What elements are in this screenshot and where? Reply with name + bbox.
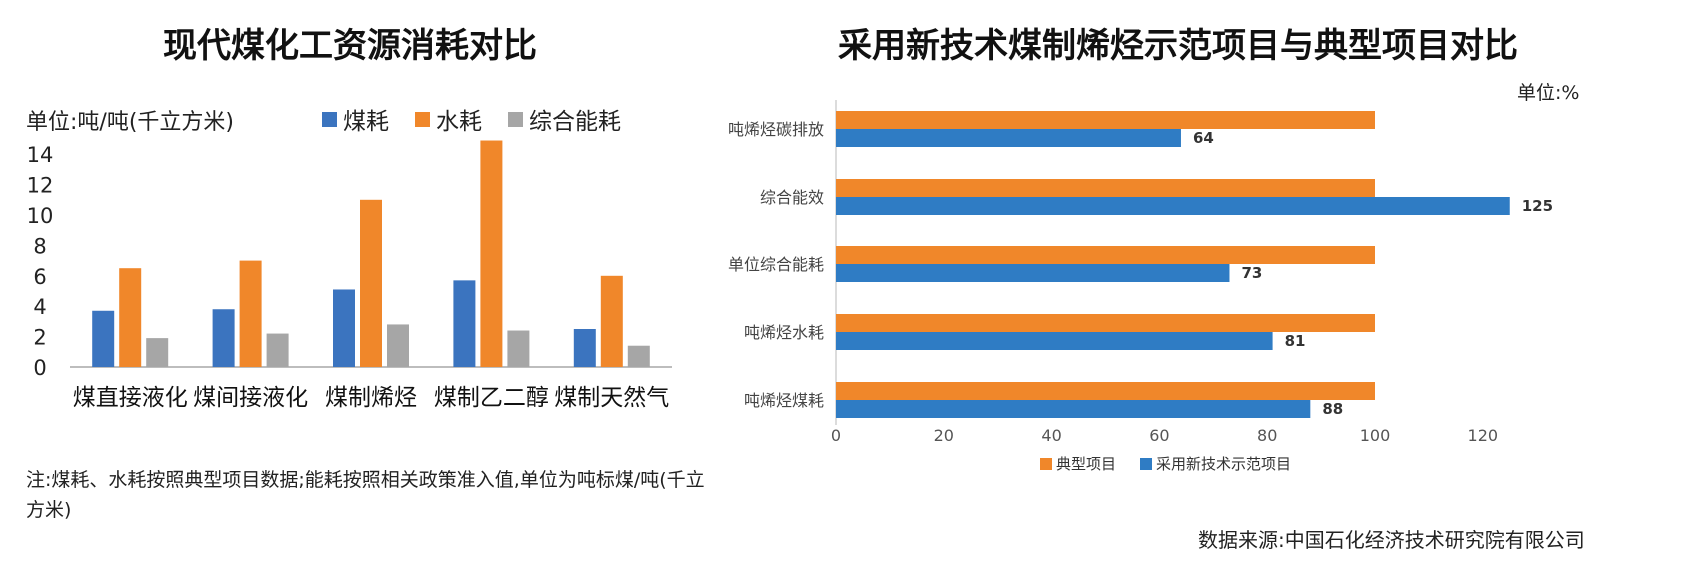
x-category-label: 煤制天然气: [554, 385, 669, 411]
bar-new-tech: [836, 264, 1230, 282]
legend-item: 综合能耗: [508, 102, 621, 136]
y-category-label: 吨烯烃碳排放: [728, 120, 824, 139]
x-category-label: 煤制烯烃: [325, 385, 417, 411]
bar-综合能耗: [507, 330, 530, 367]
data-source: 数据来源:中国石化经济技术研究院有限公司: [1198, 528, 1585, 552]
bar-水耗: [239, 260, 262, 367]
legend-label-new-tech: 采用新技术示范项目: [1156, 455, 1291, 473]
bar-水耗: [119, 268, 142, 367]
legend-swatch: [508, 111, 523, 127]
left-chart-title: 现代煤化工资源消耗对比: [163, 26, 537, 66]
legend-swatch-typical: [1040, 458, 1052, 470]
x-tick-label: 40: [1041, 426, 1061, 445]
legend-item: 水耗: [415, 102, 482, 136]
x-category-label: 煤直接液化: [73, 385, 188, 411]
bar-煤耗: [92, 310, 115, 367]
right-chart-title: 采用新技术煤制烯烃示范项目与典型项目对比: [838, 26, 1518, 66]
x-category-label: 煤间接液化: [193, 385, 308, 411]
left-unit-label: 单位:吨/吨(千立方米): [26, 110, 234, 135]
x-tick-label: 0: [831, 426, 841, 445]
bar-typical: [836, 382, 1375, 400]
y-tick-label: 0: [33, 356, 46, 380]
bar-水耗: [480, 140, 503, 367]
left-legend: 煤耗 水耗 综合能耗: [322, 102, 621, 136]
bar-typical: [836, 246, 1375, 264]
bar-data-label: 73: [1241, 264, 1262, 282]
legend-label-typical: 典型项目: [1056, 455, 1116, 473]
y-category-label: 吨烯烃煤耗: [744, 391, 824, 410]
legend-swatch: [415, 111, 430, 127]
bar-综合能耗: [266, 333, 289, 367]
y-tick-label: 4: [33, 295, 46, 319]
bar-new-tech: [836, 332, 1273, 350]
y-tick-label: 10: [27, 204, 54, 228]
legend-label: 煤耗: [343, 109, 389, 135]
bar-typical: [836, 179, 1375, 197]
bar-综合能耗: [627, 345, 650, 367]
right-unit-label: 单位:%: [1517, 82, 1580, 104]
legend-swatch: [322, 111, 337, 127]
x-tick-label: 100: [1360, 426, 1391, 445]
y-tick-label: 14: [27, 143, 54, 167]
y-tick-label: 2: [33, 326, 46, 350]
bar-水耗: [600, 275, 623, 367]
legend-item: 煤耗: [322, 102, 389, 136]
bar-煤耗: [333, 289, 355, 367]
bar-data-label: 125: [1522, 197, 1553, 215]
left-note: 注:煤耗、水耗按照典型项目数据;能耗按照相关政策准入值,单位为吨标煤/吨(千立方…: [26, 469, 705, 521]
y-category-label: 综合能效: [760, 188, 824, 207]
bar-综合能耗: [146, 338, 169, 367]
bar-new-tech: [836, 197, 1510, 215]
x-tick-label: 60: [1149, 426, 1169, 445]
bar-煤耗: [453, 280, 476, 367]
x-category-label: 煤制乙二醇: [434, 385, 549, 411]
bar-new-tech: [836, 400, 1311, 418]
bar-data-label: 64: [1193, 129, 1214, 147]
bar-new-tech: [836, 129, 1181, 147]
bar-typical: [836, 111, 1375, 129]
y-category-label: 单位综合能耗: [728, 255, 824, 274]
legend-label: 水耗: [436, 109, 482, 135]
bar-煤耗: [212, 309, 235, 367]
legend-swatch-new-tech: [1140, 458, 1152, 470]
legend-label: 综合能耗: [529, 109, 621, 135]
x-tick-label: 120: [1468, 426, 1499, 445]
x-tick-label: 80: [1257, 426, 1277, 445]
bar-data-label: 81: [1285, 332, 1306, 350]
y-category-label: 吨烯烃水耗: [744, 323, 824, 342]
bar-水耗: [360, 199, 382, 367]
x-tick-label: 20: [934, 426, 954, 445]
y-tick-label: 12: [27, 174, 54, 198]
bar-综合能耗: [387, 324, 409, 367]
bar-typical: [836, 314, 1375, 332]
bar-煤耗: [573, 329, 596, 367]
y-tick-label: 6: [33, 265, 46, 289]
bar-data-label: 88: [1322, 400, 1343, 418]
y-tick-label: 8: [33, 234, 46, 258]
